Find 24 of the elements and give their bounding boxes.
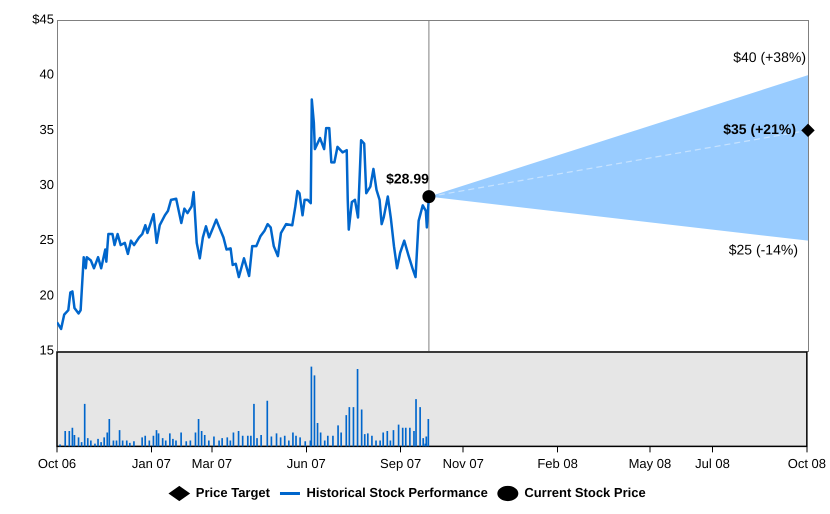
legend-label: Price Target	[196, 485, 271, 500]
x-tick-label: Oct 08	[788, 456, 826, 471]
annotation: $25 (-14%)	[728, 242, 798, 258]
x-tick-label: Jun 07	[286, 456, 326, 471]
x-tick-label: May 08	[628, 456, 672, 471]
x-tick-label: Sep 07	[380, 456, 422, 471]
y-tick-label: 40	[40, 66, 54, 82]
y-tick-label: 25	[40, 232, 54, 248]
y-tick-label: $45	[32, 12, 54, 27]
y-tick-label: 20	[40, 287, 54, 302]
x-tick-label: Jul 08	[695, 456, 730, 471]
x-tick-label: Nov 07	[442, 456, 484, 471]
x-tick-label: Feb 08	[537, 456, 578, 471]
x-tick-label: Mar 07	[192, 456, 232, 471]
legend-label: Historical Stock Performance	[306, 485, 488, 500]
legend-label: Current Stock Price	[524, 485, 646, 500]
y-tick-label: 35	[40, 122, 54, 137]
annotation: $28.99	[386, 170, 430, 187]
y-tick-label: 30	[40, 177, 54, 192]
y-tick-label: 15	[40, 342, 54, 358]
annotation: $40 (+38%)	[733, 49, 806, 66]
x-tick-label: Jan 07	[132, 456, 171, 471]
annotation: $35 (+21%)	[723, 121, 796, 138]
x-tick-label: Oct 06	[38, 456, 76, 471]
